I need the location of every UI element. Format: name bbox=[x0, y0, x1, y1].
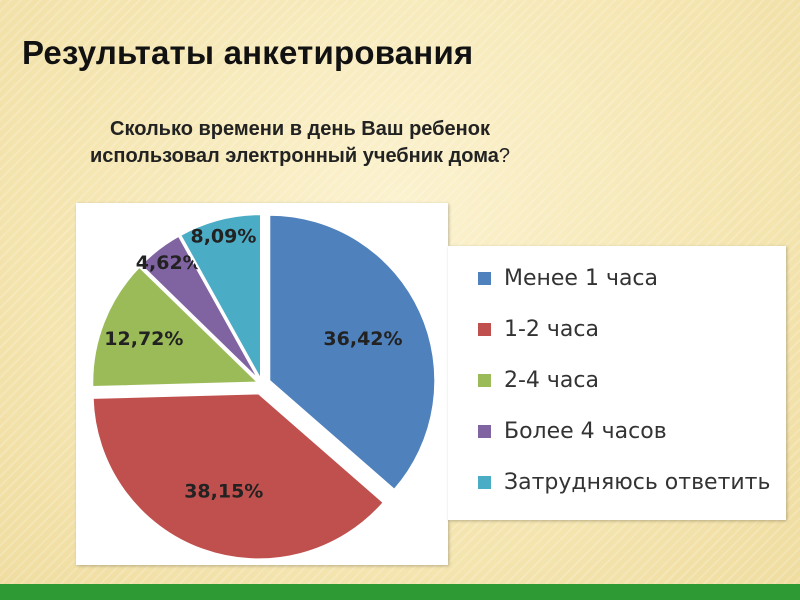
question-line-1: Сколько времени в день Ваш ребенок bbox=[110, 118, 490, 140]
pie-chart: 36,42% 38,15% 12,72% 4,62% 8,09% bbox=[91, 213, 437, 561]
legend-swatch-5 bbox=[478, 475, 491, 489]
legend-swatch-3 bbox=[478, 373, 491, 387]
slide-title: Результаты анкетирования bbox=[22, 34, 474, 71]
legend-item-5: Затрудняюсь ответить bbox=[478, 469, 771, 495]
slice-data-label-1: 36,42% bbox=[323, 328, 402, 350]
legend-label-4: Более 4 часов bbox=[504, 418, 667, 444]
pie-slice-3 bbox=[91, 265, 261, 389]
legend-item-2: 1-2 часа bbox=[478, 316, 599, 342]
footer-bar bbox=[0, 584, 800, 600]
pie-chart-panel: 36,42% 38,15% 12,72% 4,62% 8,09% bbox=[76, 203, 448, 565]
pie-slice-1 bbox=[268, 213, 437, 492]
question-mark: ? bbox=[498, 145, 511, 167]
survey-question: Сколько времени в день Ваш ребенок испол… bbox=[0, 116, 600, 170]
legend-label-2: 1-2 часа bbox=[504, 316, 599, 342]
slice-data-label-5: 8,09% bbox=[190, 226, 256, 248]
legend-swatch-1 bbox=[478, 271, 491, 285]
slice-data-label-2: 38,15% bbox=[184, 480, 263, 502]
legend-label-3: 2-4 часа bbox=[504, 367, 599, 393]
question-line-2: использовал электронный учебник дома? bbox=[0, 143, 600, 170]
legend-item-3: 2-4 часа bbox=[478, 367, 599, 393]
pie-slice-2 bbox=[91, 392, 386, 561]
question-line-2-text: использовал электронный учебник дома bbox=[89, 145, 499, 167]
chart-legend: Менее 1 часа 1-2 часа 2-4 часа Более 4 часо… bbox=[448, 246, 786, 520]
legend-label-1: Менее 1 часа bbox=[504, 265, 659, 291]
slice-data-label-4: 4,62% bbox=[136, 252, 202, 274]
pie-slice-5 bbox=[178, 213, 262, 384]
legend-swatch-2 bbox=[478, 322, 491, 336]
legend-item-4: Более 4 часов bbox=[478, 418, 667, 444]
pie-slice-4 bbox=[139, 234, 261, 382]
legend-swatch-4 bbox=[478, 424, 491, 438]
legend-item-1: Менее 1 часа bbox=[478, 265, 659, 291]
slice-data-label-3: 12,72% bbox=[104, 328, 183, 350]
legend-label-5: Затрудняюсь ответить bbox=[504, 469, 771, 495]
